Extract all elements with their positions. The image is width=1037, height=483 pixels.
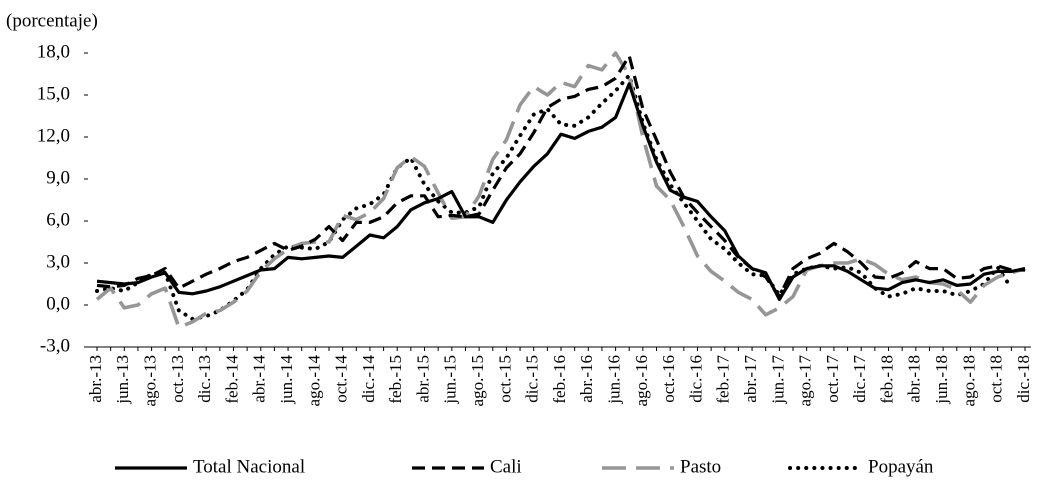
x-tick-label: feb.-14 bbox=[222, 355, 241, 404]
legend-label: Popayán bbox=[868, 456, 934, 477]
x-tick-label: dic.-16 bbox=[686, 355, 705, 403]
x-tick-label: dic.-17 bbox=[850, 355, 869, 403]
x-tick-label: ago.-17 bbox=[796, 355, 815, 407]
x-tick-label: feb.-15 bbox=[386, 355, 405, 404]
x-tick-label: jun.-13 bbox=[113, 355, 132, 405]
series-line bbox=[95, 73, 1014, 321]
x-tick-label: oct.-16 bbox=[659, 355, 678, 403]
x-tick-label: oct.-13 bbox=[168, 355, 187, 403]
y-tick-label: 12,0 bbox=[37, 125, 70, 146]
x-tick-label: jun.-17 bbox=[768, 355, 787, 405]
x-tick-label: abr.-18 bbox=[905, 355, 924, 403]
x-tick-label: ago.-16 bbox=[632, 355, 651, 406]
x-tick-label: feb.-16 bbox=[550, 355, 569, 404]
y-tick-label: 15,0 bbox=[37, 83, 70, 104]
x-tick-label: abr.-13 bbox=[86, 355, 105, 403]
x-tick-label: ago.-13 bbox=[140, 355, 159, 406]
legend-label: Pasto bbox=[680, 456, 721, 477]
x-tick-label: ago.-18 bbox=[959, 355, 978, 406]
x-tick-label: dic.-18 bbox=[1014, 355, 1033, 403]
x-tick-label: jun.-16 bbox=[604, 355, 623, 405]
x-tick-label: feb.-17 bbox=[714, 355, 733, 404]
y-tick-label: 3,0 bbox=[46, 251, 70, 272]
series-line bbox=[96, 82, 1026, 301]
x-tick-label: oct.-17 bbox=[823, 355, 842, 403]
x-tick-label: dic.-15 bbox=[523, 355, 542, 403]
y-tick-label: -3,0 bbox=[40, 335, 70, 356]
x-tick-label: ago.-15 bbox=[468, 355, 487, 406]
x-tick-label: feb.-18 bbox=[877, 355, 896, 404]
x-tick-label: abr.-14 bbox=[250, 355, 269, 403]
x-tick-label: jun.-15 bbox=[441, 355, 460, 405]
y-axis-label: (porcentaje) bbox=[6, 10, 98, 31]
x-tick-label: oct.-14 bbox=[332, 355, 351, 403]
legend-label: Total Nacional bbox=[193, 456, 305, 477]
x-tick-label: abr.-17 bbox=[741, 355, 760, 403]
x-tick-label: jun.-14 bbox=[277, 355, 296, 405]
x-tick-label: oct.-15 bbox=[495, 355, 514, 403]
y-tick-label: 9,0 bbox=[46, 167, 70, 188]
x-tick-label: dic.-14 bbox=[359, 355, 378, 403]
x-tick-label: oct.-18 bbox=[987, 355, 1006, 403]
y-tick-label: 6,0 bbox=[46, 209, 70, 230]
y-tick-label: 0,0 bbox=[46, 293, 70, 314]
legend-label: Cali bbox=[490, 456, 522, 477]
x-tick-label: dic.-13 bbox=[195, 355, 214, 403]
x-tick-label: jun.-18 bbox=[932, 355, 951, 405]
y-tick-label: 18,0 bbox=[37, 41, 70, 62]
x-tick-label: ago.-14 bbox=[304, 355, 323, 407]
series-line bbox=[95, 51, 1026, 330]
x-tick-label: abr.-16 bbox=[577, 355, 596, 403]
series-line bbox=[96, 54, 1025, 299]
x-tick-label: abr.-15 bbox=[413, 355, 432, 403]
